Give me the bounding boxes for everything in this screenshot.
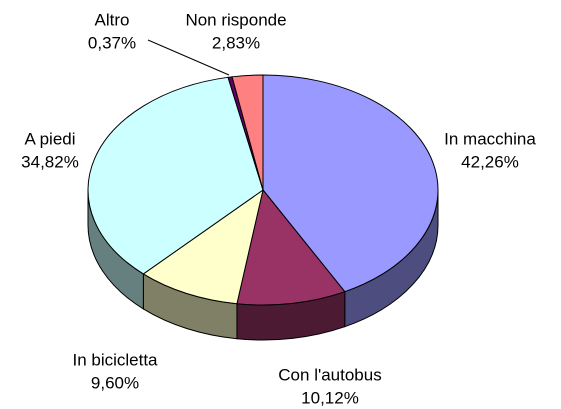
slice-label: Altro [95,10,130,29]
slice [142,188,264,305]
slice-label: In macchina [444,129,536,148]
slice-label: In bicicletta [72,350,158,369]
slice [262,74,439,293]
slice-label: Con l'autobus [278,365,381,384]
leader-line [147,39,230,76]
slice-value-label: 9,60% [91,373,139,392]
slice-value-label: 10,12% [301,388,359,407]
slice-value-label: 0,37% [88,33,136,52]
slice [231,74,264,191]
slice-label: A piedi [24,129,75,148]
slice-value-label: 34,82% [21,152,79,171]
slice-value-label: 42,26% [461,152,519,171]
slice [236,188,346,306]
slice-label: Non risponde [185,10,286,29]
slice-value-label: 2,83% [212,33,260,52]
slice [87,76,264,275]
